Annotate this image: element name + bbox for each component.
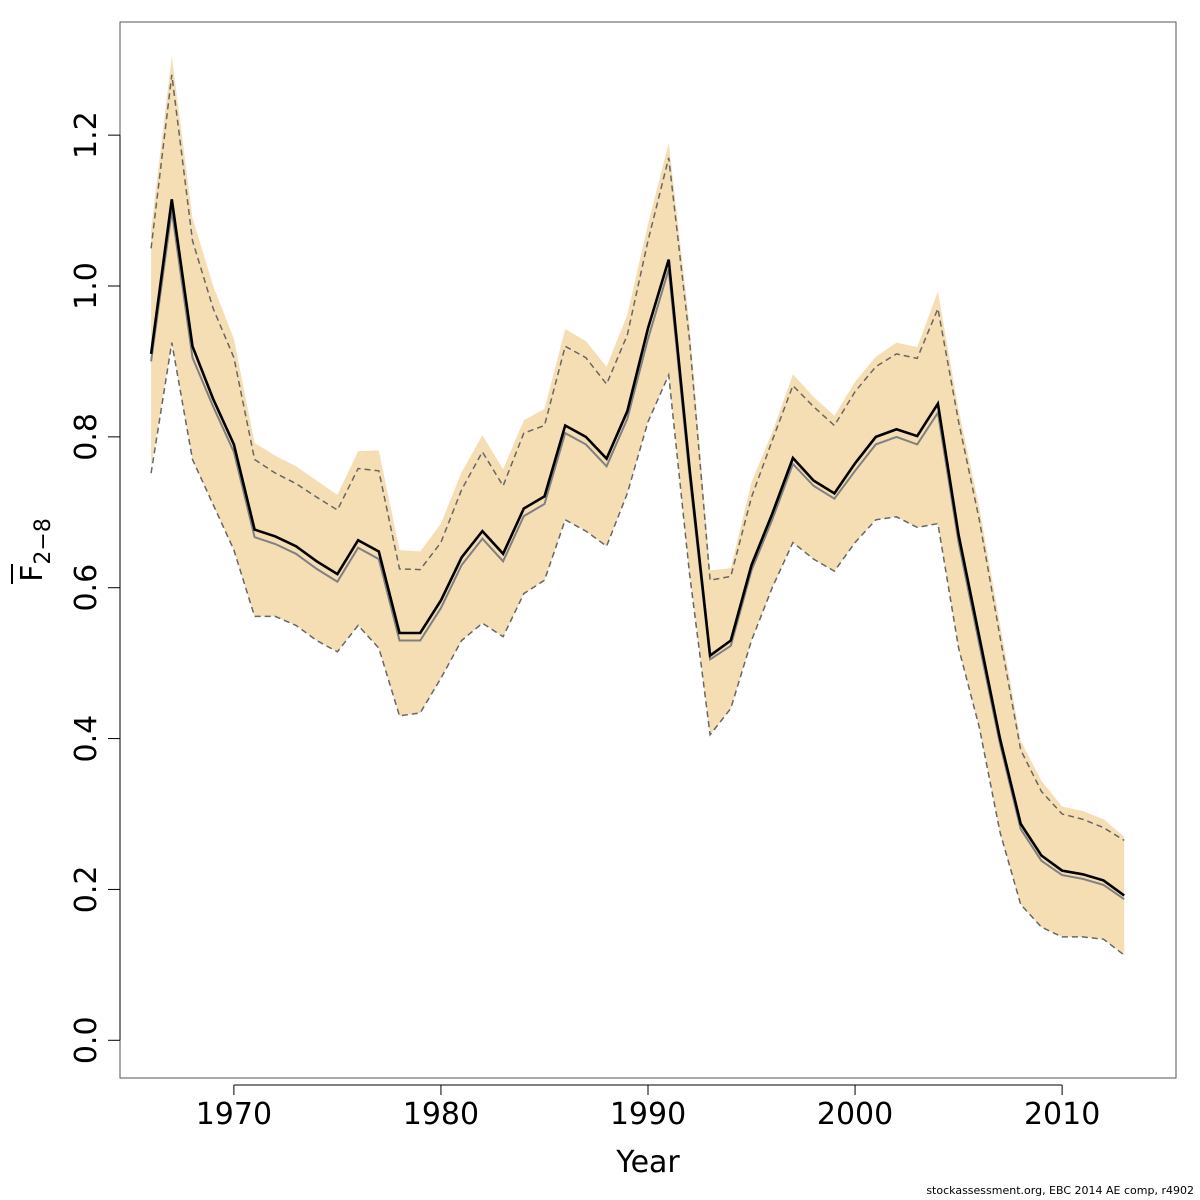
x-tick-label: 2000 xyxy=(817,1097,893,1132)
svg-text:F2−8: F2−8 xyxy=(15,518,56,582)
x-tick-label: 1980 xyxy=(403,1097,479,1132)
y-tick-label: 0.4 xyxy=(69,715,104,763)
y-axis-title-main: F xyxy=(15,565,50,582)
x-tick-label: 1970 xyxy=(196,1097,272,1132)
y-axis-title: F2−8 xyxy=(11,518,56,584)
confidence-band xyxy=(151,55,1125,956)
series-lines-layer xyxy=(149,74,1125,956)
x-tick-label: 2010 xyxy=(1024,1097,1100,1132)
x-axis: 1970 1980 1990 2000 2010 xyxy=(196,1084,1100,1132)
estimate-line xyxy=(149,199,1125,897)
x-tick-label: 1990 xyxy=(610,1097,686,1132)
y-tick-label: 0.0 xyxy=(69,1016,104,1064)
y-tick-label: 1.2 xyxy=(69,111,104,159)
x-axis-title: Year xyxy=(615,1145,680,1180)
y-axis-title-subscript: 2−8 xyxy=(31,518,56,564)
y-tick-label: 0.6 xyxy=(69,564,104,612)
y-tick-label: 0.8 xyxy=(69,413,104,461)
footer-credit: stockassessment.org, EBC 2014 AE comp, r… xyxy=(926,1184,1194,1197)
y-tick-label: 0.2 xyxy=(69,866,104,914)
y-axis: 0.0 0.2 0.4 0.6 0.8 1.0 1.2 xyxy=(69,111,121,1064)
confidence-band-layer xyxy=(151,55,1125,956)
lower-bound-line xyxy=(150,342,1125,956)
y-tick-label: 1.0 xyxy=(69,262,104,310)
median-line xyxy=(150,210,1125,901)
